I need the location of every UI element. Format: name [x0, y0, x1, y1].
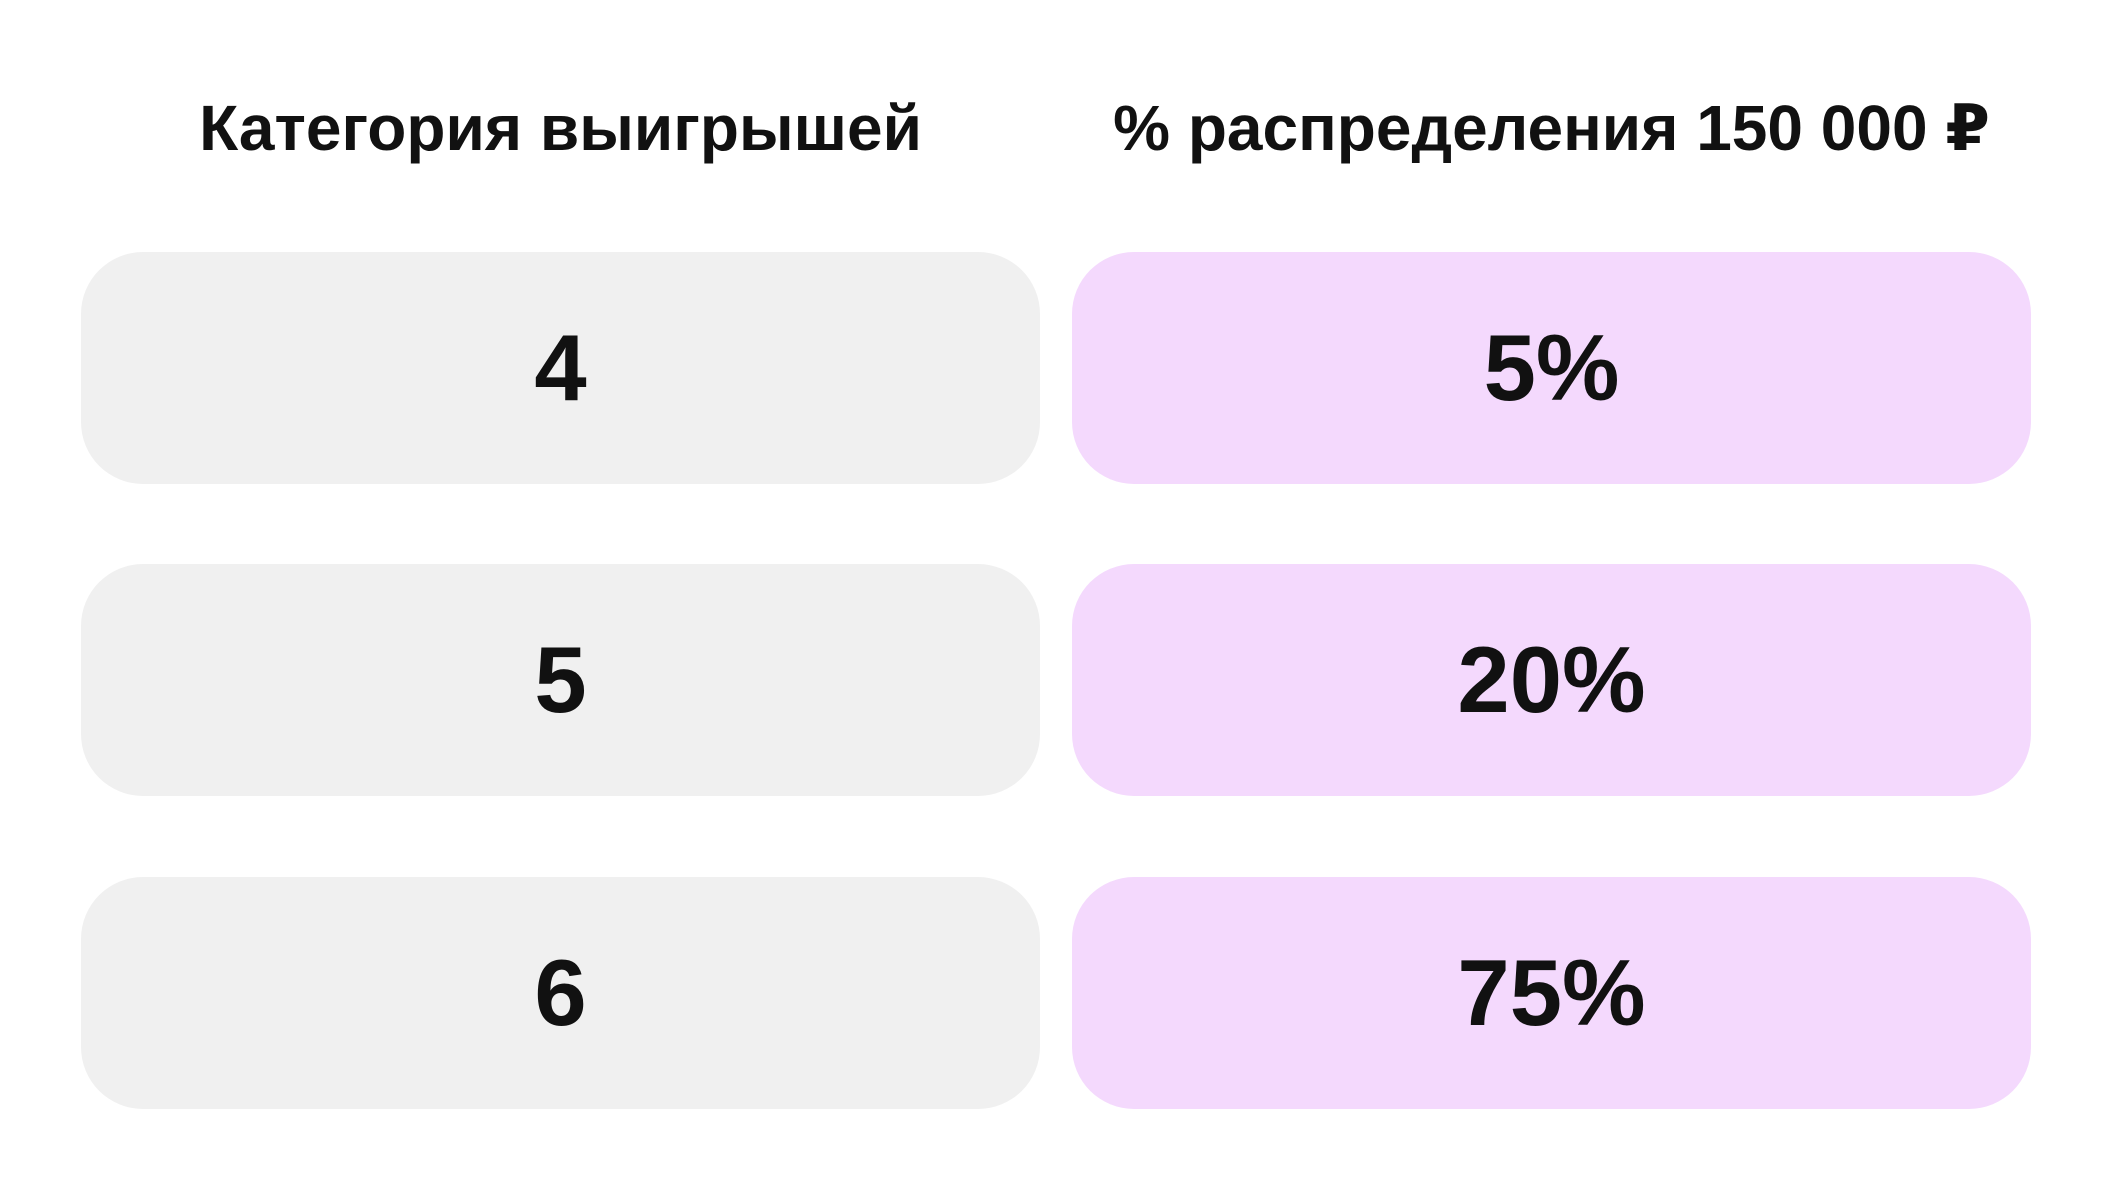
header-share: % распределения 150 000 ₽ [1113, 92, 1990, 164]
category-cell: 4 [81, 252, 1040, 484]
category-cell: 6 [81, 877, 1040, 1109]
share-cell: 5% [1072, 252, 2031, 484]
category-cell: 5 [81, 564, 1040, 796]
share-cell: 20% [1072, 564, 2031, 796]
share-cell: 75% [1072, 877, 2031, 1109]
header-category: Категория выигрышей [199, 92, 922, 164]
